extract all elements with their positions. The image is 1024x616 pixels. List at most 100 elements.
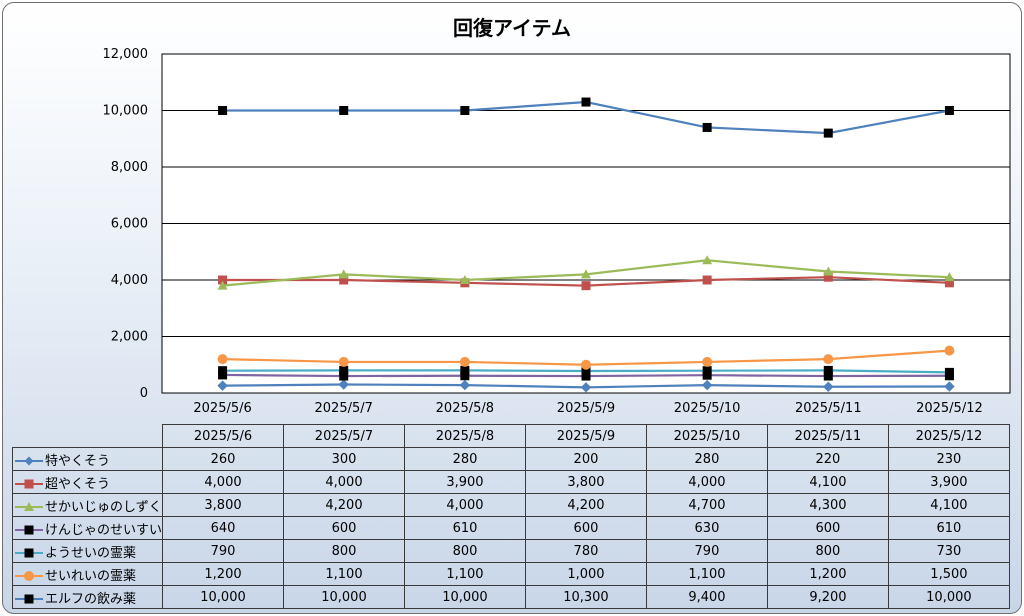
data-point — [944, 381, 955, 392]
table-column-header: 2025/5/7 — [283, 424, 405, 448]
table-cell: 730 — [887, 539, 1010, 563]
table-row: 超やくそう 4,000 4,000 3,900 3,800 4,000 4,100 3,900 — [11, 470, 1010, 494]
data-point — [944, 278, 954, 288]
data-point — [581, 366, 591, 376]
chart-plot: 0 2,000 4,000 6,000 8,000 10,000 12,000 2025/5/… — [103, 47, 1011, 416]
data-point — [217, 354, 228, 365]
data-point — [459, 356, 470, 367]
table-cell: 4,100 — [766, 470, 889, 494]
data-point — [460, 106, 470, 115]
x-tick-label: 2025/5/7 — [315, 401, 373, 416]
table-cell: 4,200 — [283, 493, 405, 517]
data-point — [581, 97, 591, 107]
data-point — [823, 272, 833, 282]
table-cell: 4,200 — [524, 493, 647, 517]
legend-label: せいれいの霊薬 — [45, 568, 137, 584]
table-cell: 600 — [766, 516, 889, 540]
table-cell: 4,000 — [162, 470, 284, 494]
data-point — [702, 275, 712, 285]
data-point — [218, 275, 228, 285]
table-cell: 3,800 — [524, 470, 647, 494]
table-column-header: 2025/5/11 — [766, 424, 889, 448]
table-cell: 800 — [403, 539, 526, 563]
table-cell: 610 — [403, 516, 526, 540]
table-row: ようせいの霊薬 790 800 800 780 790 800 730 — [11, 539, 1010, 563]
table-cell: 4,700 — [645, 493, 768, 517]
data-point — [339, 371, 349, 381]
table-corner — [12, 424, 164, 448]
x-tick-label: 2025/5/12 — [916, 401, 983, 416]
table-cell: 800 — [766, 539, 889, 563]
data-point — [823, 354, 834, 365]
y-tick-label: 2,000 — [111, 330, 148, 345]
table-cell: 630 — [645, 516, 768, 540]
table-row: 特やくそう 260 300 280 200 280 220 230 — [11, 447, 1010, 471]
table-cell: 10,300 — [524, 585, 647, 609]
data-point — [823, 381, 834, 392]
table-cell: 200 — [524, 447, 647, 471]
data-point — [339, 365, 349, 375]
data-table: 2025/5/6 2025/5/7 2025/5/8 2025/5/9 2025/5/1… — [11, 424, 1010, 609]
table-cell: 800 — [283, 539, 405, 563]
data-point — [338, 356, 349, 367]
x-tick-label: 2025/5/10 — [674, 401, 741, 416]
data-point — [702, 255, 713, 265]
legend-entry: ようせいの霊薬 — [11, 539, 164, 563]
data-point — [580, 382, 592, 393]
table-cell: 280 — [645, 447, 768, 471]
legend-label: 超やくそう — [45, 476, 111, 492]
legend-entry: 特やくそう — [11, 447, 164, 471]
table-cell: 1,200 — [162, 562, 284, 586]
table-row: エルフの飲み薬 10,000 10,000 10,000 10,300 9,400 9,20… — [11, 585, 1010, 609]
legend-entry: 超やくそう — [11, 470, 164, 494]
table-row: けんじゃのせいすい 640 600 610 600 630 600 610 — [11, 516, 1010, 540]
table-column-header: 2025/5/6 — [162, 424, 284, 448]
data-point — [944, 367, 954, 377]
table-column-header: 2025/5/9 — [524, 424, 647, 448]
data-point — [823, 266, 834, 276]
table-cell: 610 — [887, 516, 1010, 540]
table-cell: 4,300 — [766, 493, 889, 517]
table-cell: 3,900 — [887, 470, 1010, 494]
table-cell: 1,200 — [766, 562, 889, 586]
legend-key-icon — [15, 524, 43, 536]
data-point — [702, 356, 713, 367]
data-point — [823, 365, 833, 375]
table-cell: 10,000 — [162, 585, 284, 609]
table-header-row: 2025/5/6 2025/5/7 2025/5/8 2025/5/9 2025/5/1… — [12, 424, 1010, 448]
data-point — [459, 379, 471, 391]
data-point — [338, 269, 349, 279]
data-point — [460, 365, 470, 375]
table-cell: 230 — [887, 447, 1010, 471]
legend-entry: けんじゃのせいすい — [11, 516, 164, 540]
x-tick-label: 2025/5/11 — [795, 401, 862, 416]
legend-label: けんじゃのせいすい — [45, 522, 163, 538]
table-cell: 9,400 — [645, 585, 768, 609]
data-point — [701, 379, 713, 391]
legend-key-icon — [15, 570, 43, 582]
legend-key-icon — [15, 593, 43, 605]
data-point — [581, 269, 591, 279]
table-cell: 600 — [524, 516, 647, 540]
table-cell: 10,000 — [887, 585, 1010, 609]
legend-key-icon — [15, 547, 43, 559]
table-cell: 4,000 — [283, 470, 405, 494]
data-point — [702, 370, 712, 380]
table-column-header: 2025/5/8 — [403, 424, 526, 448]
data-point — [339, 275, 349, 285]
table-cell: 640 — [162, 516, 284, 540]
table-column-header: 2025/5/12 — [887, 424, 1010, 448]
data-point — [218, 106, 228, 115]
legend-key-icon — [15, 455, 43, 467]
legend-entry: エルフの飲み薬 — [11, 585, 164, 609]
data-point — [460, 371, 470, 381]
data-point — [338, 379, 349, 390]
data-point — [581, 359, 591, 370]
table-cell: 4,000 — [645, 470, 768, 494]
legend-entry: せいれいの霊薬 — [11, 562, 164, 586]
table-row: せいれいの霊薬 1,200 1,100 1,100 1,000 1,100 1,200 1,5… — [11, 562, 1010, 586]
data-point — [702, 366, 712, 376]
data-point — [217, 380, 228, 391]
x-tick-label: 2025/5/6 — [193, 401, 251, 416]
y-tick-label: 6,000 — [111, 217, 148, 232]
